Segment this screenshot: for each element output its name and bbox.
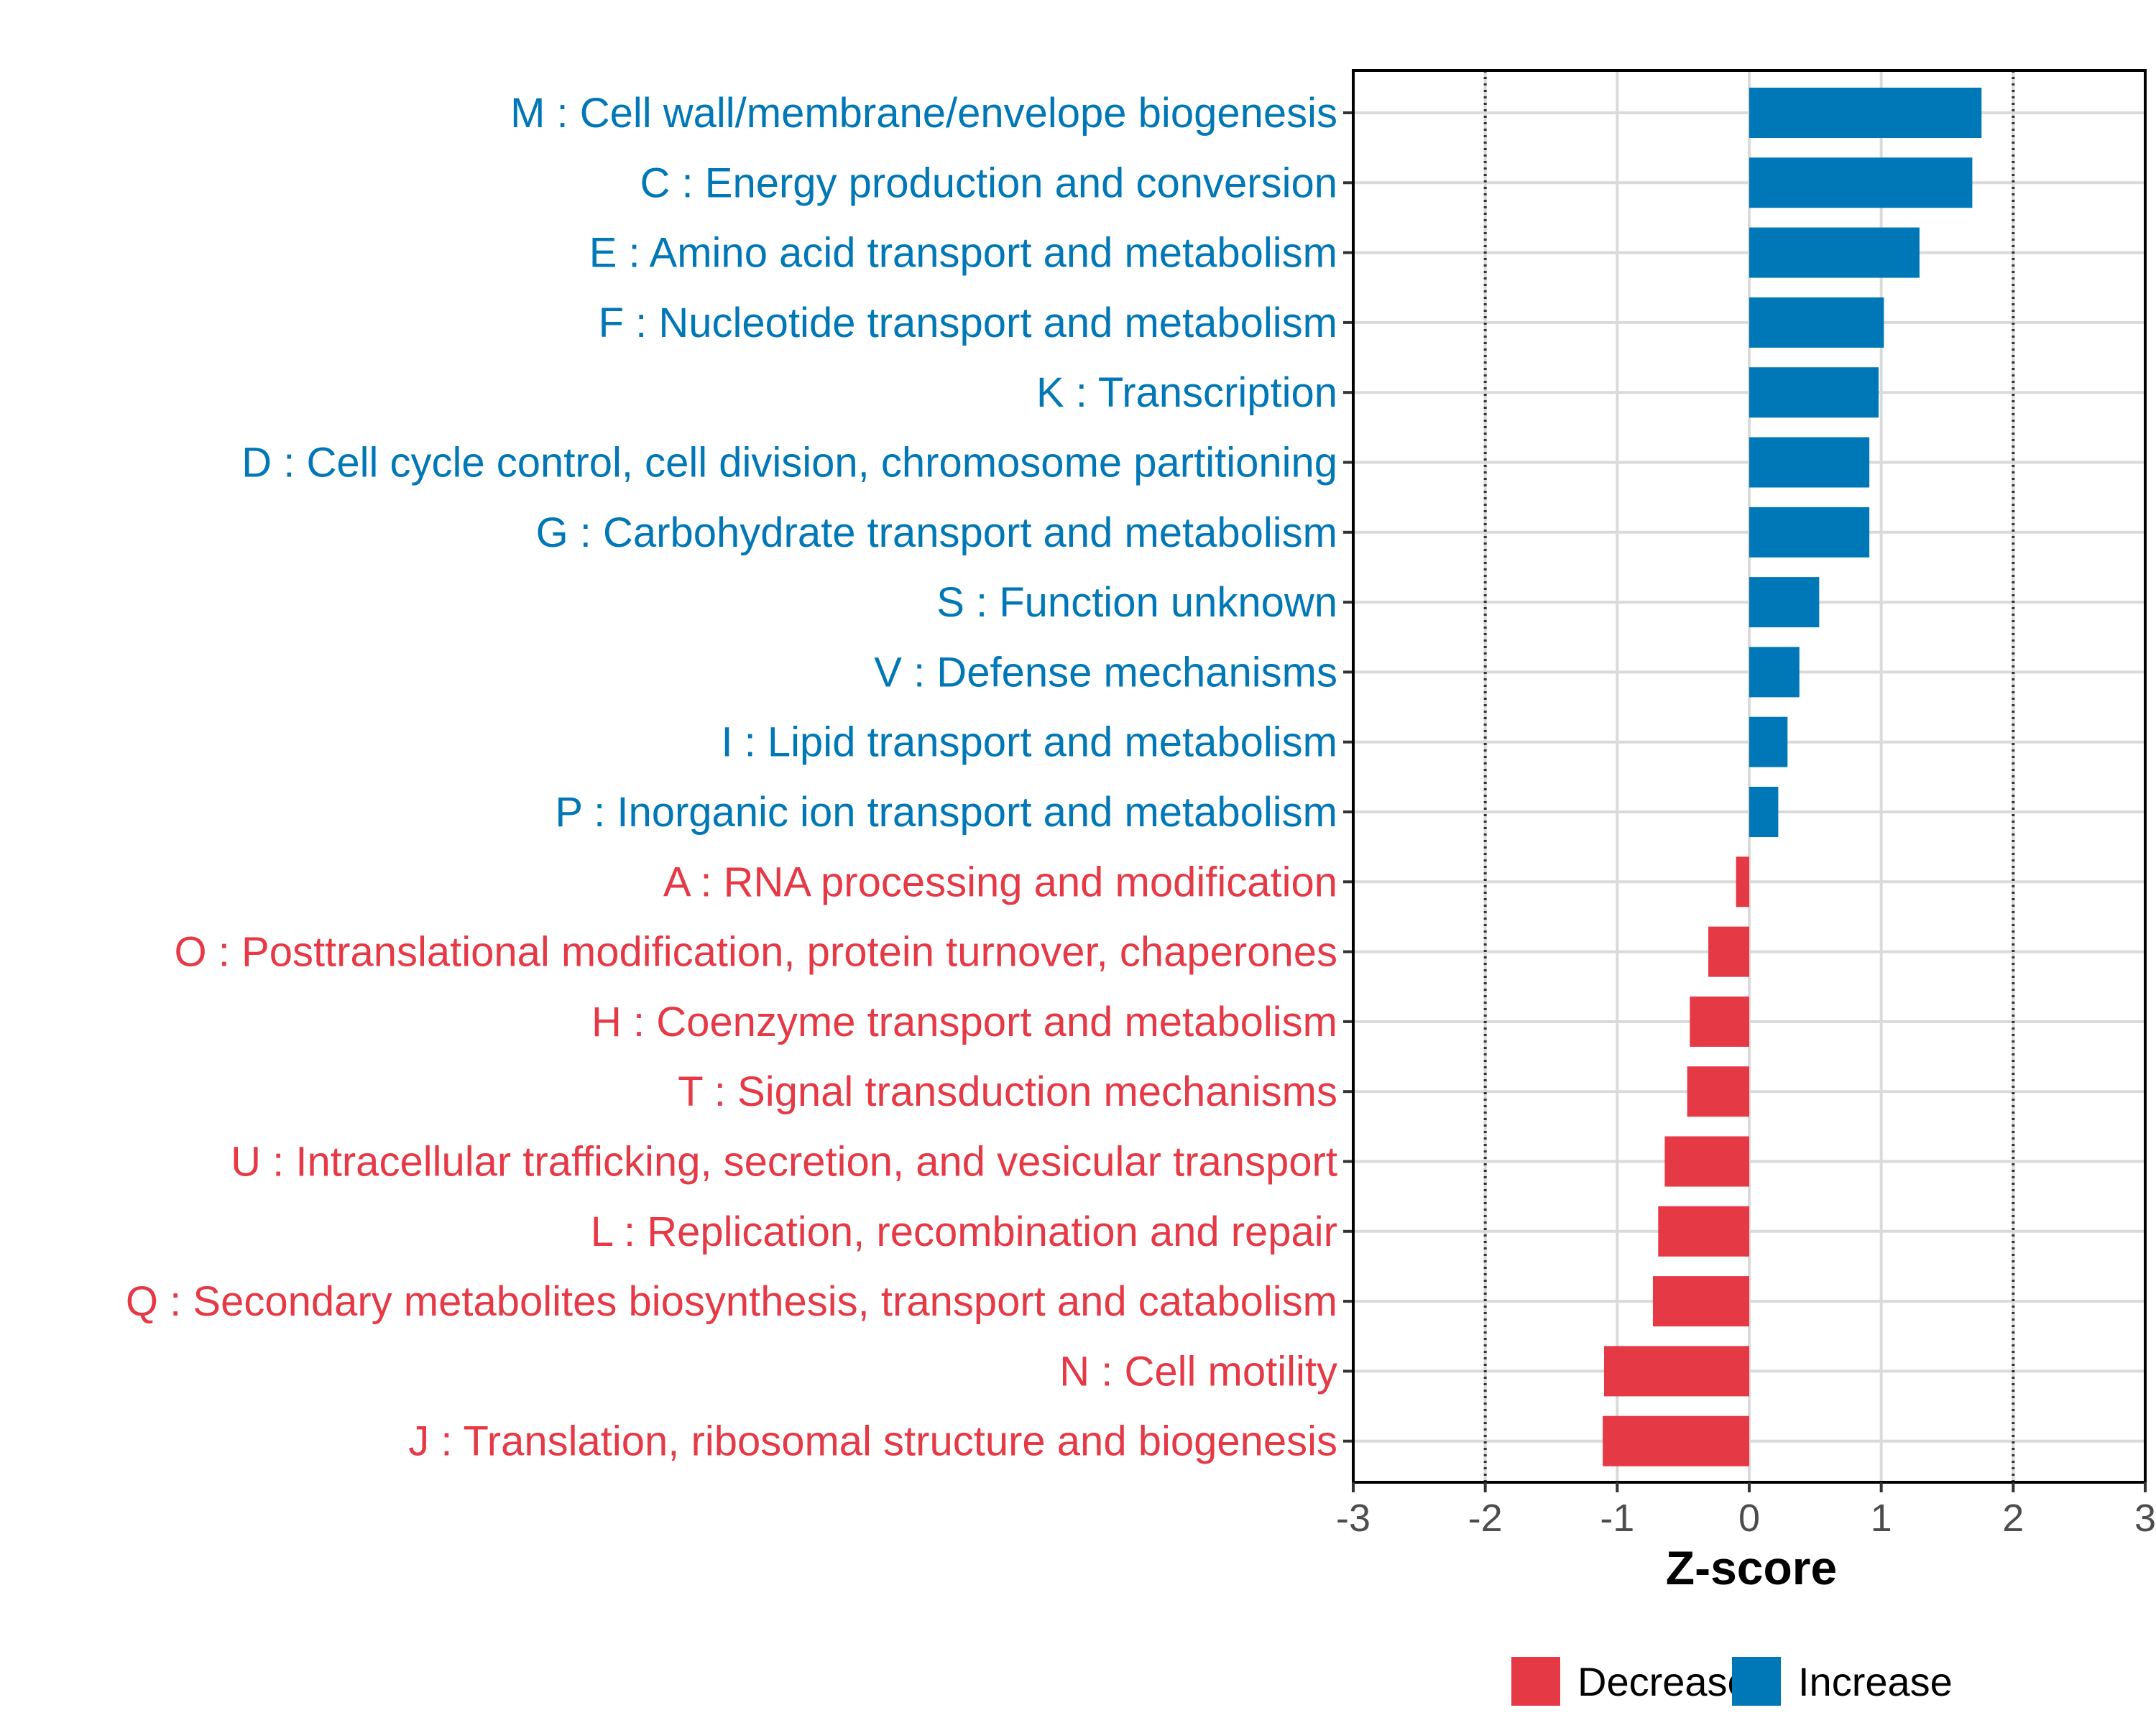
category-label: Q : Secondary metabolites biosynthesis, … xyxy=(126,1278,1337,1325)
category-label: U : Intracellular trafficking, secretion… xyxy=(231,1139,1337,1186)
category-label: L : Replication, recombination and repai… xyxy=(591,1209,1337,1255)
grid-layer xyxy=(1352,70,2147,1482)
x-axis-title: Z-score xyxy=(1666,1541,1837,1594)
x-tick-label: 3 xyxy=(2134,1497,2156,1540)
category-label: F : Nucleotide transport and metabolism xyxy=(599,300,1337,346)
category-label: K : Transcription xyxy=(1036,369,1337,416)
legend-label: Decrease xyxy=(1577,1659,1750,1704)
bar xyxy=(1749,157,1973,208)
category-label: J : Translation, ribosomal structure and… xyxy=(408,1418,1337,1465)
bar xyxy=(1603,1346,1749,1397)
category-label: M : Cell wall/membrane/envelope biogenes… xyxy=(510,90,1337,137)
category-label: H : Coenzyme transport and metabolism xyxy=(591,999,1337,1045)
bar xyxy=(1687,1066,1749,1117)
bar xyxy=(1749,297,1884,348)
category-label: D : Cell cycle control, cell division, c… xyxy=(241,440,1337,486)
legend-swatch xyxy=(1732,1657,1781,1706)
category-label: V : Defense mechanisms xyxy=(874,649,1337,696)
legend-swatch xyxy=(1511,1657,1560,1706)
bar xyxy=(1708,926,1749,977)
bar xyxy=(1749,787,1779,837)
x-tick-label: 0 xyxy=(1738,1497,1760,1540)
bar xyxy=(1658,1206,1749,1257)
bar xyxy=(1749,367,1879,418)
category-label: N : Cell motility xyxy=(1059,1348,1337,1395)
category-label: T : Signal transduction mechanisms xyxy=(678,1068,1337,1115)
category-label: E : Amino acid transport and metabolism xyxy=(589,230,1337,277)
category-label: O : Posttranslational modification, prot… xyxy=(175,929,1337,976)
bar xyxy=(1690,996,1749,1047)
category-label: I : Lipid transport and metabolism xyxy=(721,719,1337,766)
x-tick-label: -2 xyxy=(1468,1497,1503,1540)
bar xyxy=(1749,227,1920,278)
category-label: S : Function unknown xyxy=(936,579,1337,626)
x-tick-label: 2 xyxy=(2002,1497,2024,1540)
legend: Decrease Increase xyxy=(1511,1657,1953,1706)
bar xyxy=(1652,1276,1749,1327)
bar xyxy=(1749,88,1982,138)
bar xyxy=(1664,1136,1749,1187)
category-label: G : Carbohydrate transport and metabolis… xyxy=(536,509,1337,556)
bar xyxy=(1603,1415,1749,1466)
bar-layer xyxy=(1603,88,1982,1466)
category-label: A : RNA processing and modification xyxy=(663,859,1337,905)
category-label: C : Energy production and conversion xyxy=(640,160,1337,206)
frame-layer xyxy=(1343,69,2147,1492)
bar xyxy=(1749,507,1870,558)
bar xyxy=(1749,437,1870,488)
x-tick-label: -1 xyxy=(1600,1497,1634,1540)
bar xyxy=(1749,577,1820,628)
bar xyxy=(1749,716,1788,767)
x-tick-label: -3 xyxy=(1336,1497,1370,1540)
category-label: P : Inorganic ion transport and metaboli… xyxy=(555,789,1337,836)
label-layer: M : Cell wall/membrane/envelope biogenes… xyxy=(126,90,2156,1540)
legend-label: Increase xyxy=(1798,1659,1953,1704)
bar xyxy=(1749,647,1800,698)
x-tick-label: 1 xyxy=(1871,1497,1892,1540)
bar xyxy=(1736,856,1749,907)
